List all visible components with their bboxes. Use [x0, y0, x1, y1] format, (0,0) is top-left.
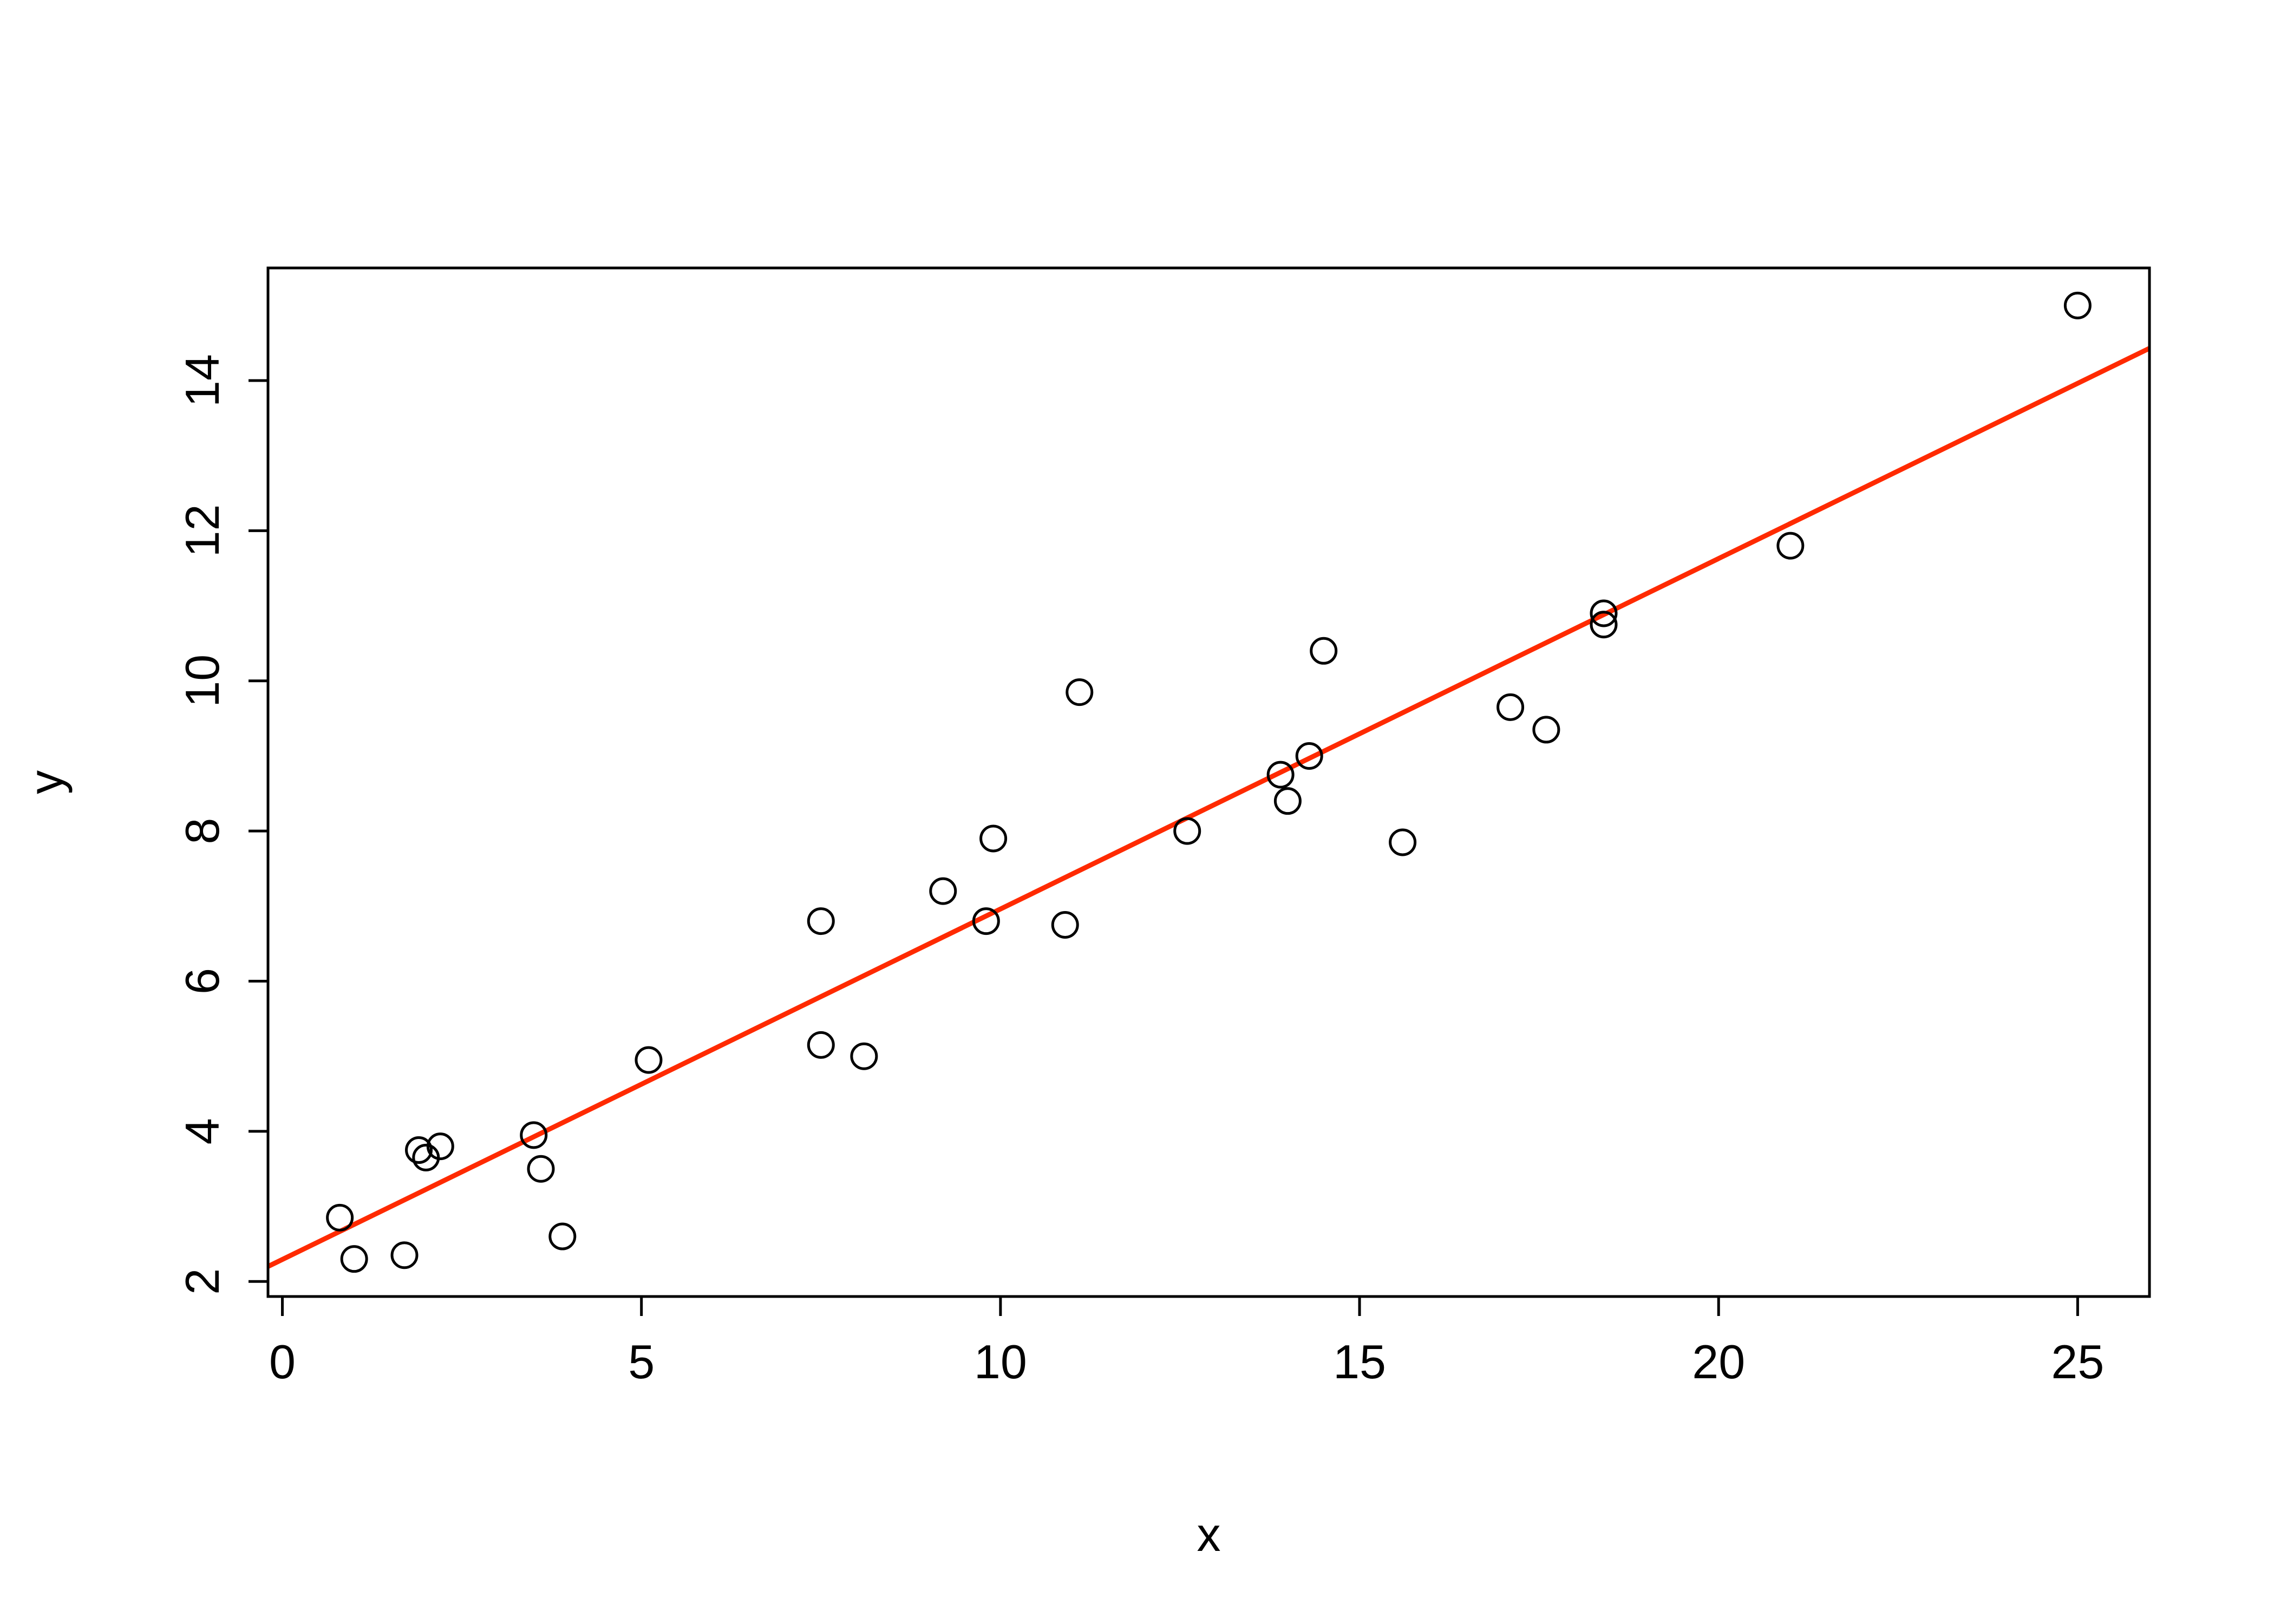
axes-layer: 0 5 10 15 20 25 2 4 6 8 10 12 14	[175, 354, 2104, 1389]
data-point	[972, 907, 1000, 935]
y-tick-label: 8	[175, 818, 229, 844]
y-tick-label: 2	[175, 1268, 229, 1295]
data-point	[390, 1241, 419, 1269]
data-point	[635, 1046, 663, 1074]
x-tick-label: 0	[269, 1335, 296, 1389]
data-point	[807, 1031, 835, 1059]
data-point	[405, 1136, 433, 1164]
data-point	[1497, 693, 1525, 721]
data-point	[326, 1203, 354, 1232]
data-point	[1066, 678, 1094, 706]
data-point	[1051, 911, 1079, 939]
y-tick-label: 12	[175, 504, 229, 557]
data-point	[1532, 716, 1560, 744]
data-point	[520, 1121, 548, 1149]
data-point	[1310, 637, 1338, 665]
x-tick-label: 10	[974, 1335, 1027, 1389]
data-point	[426, 1132, 454, 1161]
x-tick-label: 5	[628, 1335, 655, 1389]
points-layer	[326, 291, 2092, 1273]
data-point	[1590, 611, 1618, 639]
data-point	[979, 824, 1008, 853]
data-point	[1590, 599, 1618, 627]
data-point	[1273, 787, 1302, 815]
x-tick-label: 15	[1333, 1335, 1386, 1389]
data-point	[929, 877, 957, 905]
y-axis-label: y	[19, 770, 73, 794]
data-point	[850, 1042, 878, 1070]
data-point	[1776, 532, 1805, 560]
y-tick-label: 14	[175, 354, 229, 407]
data-point	[527, 1155, 555, 1183]
plot-frame	[266, 266, 2151, 1298]
data-point	[1173, 817, 1201, 845]
y-tick-label: 6	[175, 968, 229, 994]
x-tick-label: 25	[2051, 1335, 2104, 1389]
fit-line-layer	[268, 346, 2149, 1269]
x-tick-label: 20	[1692, 1335, 1745, 1389]
data-point	[1266, 761, 1295, 789]
x-axis-label: x	[1197, 1508, 1221, 1561]
y-tick-label: 10	[175, 654, 229, 708]
data-point	[2063, 291, 2092, 319]
y-tick-label: 4	[175, 1118, 229, 1144]
data-point	[1389, 828, 1417, 856]
data-point	[1295, 742, 1323, 770]
regression-line	[268, 346, 2149, 1269]
data-point	[548, 1222, 577, 1250]
data-point	[807, 907, 835, 935]
data-point	[340, 1245, 368, 1273]
